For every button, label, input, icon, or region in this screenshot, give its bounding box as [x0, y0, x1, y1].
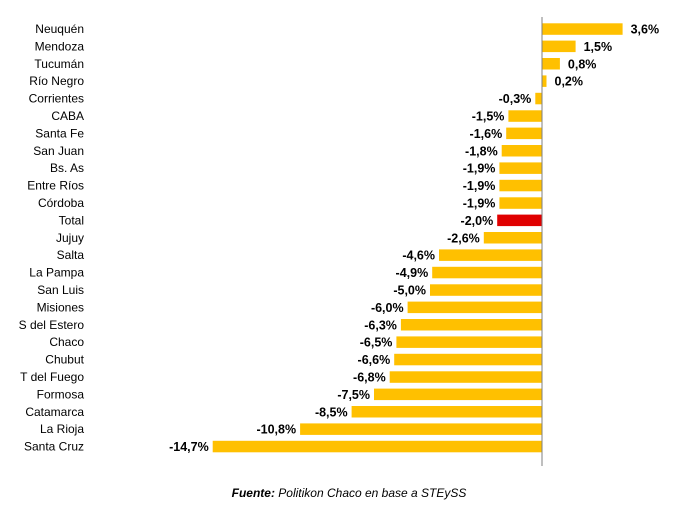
category-label-santa-cruz: Santa Cruz: [24, 440, 84, 454]
value-label-salta: -4,6%: [402, 249, 435, 263]
value-label-tucuman: 0,8%: [568, 57, 597, 71]
bar-la-pampa: [432, 266, 542, 279]
category-label-total: Total: [59, 213, 84, 227]
bar-formosa: [374, 388, 542, 401]
bar-catamarca: [351, 406, 542, 418]
value-label-cordoba: -1,9%: [463, 197, 496, 211]
bar-caba: [508, 110, 542, 122]
bar-total: [497, 214, 542, 227]
bar-salta: [439, 249, 542, 261]
category-label-catamarca: Catamarca: [25, 405, 84, 419]
category-label-s-del-estero: S del Estero: [19, 318, 85, 332]
bar-entre-rios: [499, 179, 542, 192]
bar-santa-cruz: [212, 440, 542, 453]
category-label-san-luis: San Luis: [37, 283, 84, 297]
value-label-corrientes: -0,3%: [499, 92, 532, 106]
bar-rio-negro: [542, 75, 547, 87]
bar-chaco: [396, 336, 542, 348]
value-label-rio-negro: 0,2%: [555, 75, 584, 89]
bar-bs-as: [499, 162, 542, 174]
value-label-caba: -1,5%: [472, 110, 505, 124]
bar-chubut: [394, 353, 542, 366]
bar-jujuy: [483, 232, 542, 244]
value-label-entre-rios: -1,9%: [463, 179, 496, 193]
category-label-tucuman: Tucumán: [34, 57, 84, 71]
category-label-mendoza: Mendoza: [35, 39, 85, 53]
source-note: Fuente: Politikon Chaco en base a STEySS: [0, 486, 698, 500]
value-label-chubut: -6,6%: [358, 353, 391, 367]
category-label-la-rioja: La Rioja: [40, 422, 84, 436]
value-label-la-rioja: -10,8%: [256, 423, 296, 437]
value-label-san-luis: -5,0%: [393, 284, 426, 298]
category-label-cordoba: Córdoba: [38, 196, 84, 210]
bar-mendoza: [542, 40, 576, 53]
category-label-entre-rios: Entre Ríos: [27, 179, 84, 193]
value-label-santa-fe: -1,6%: [470, 127, 503, 141]
bar-tucuman: [542, 58, 560, 70]
category-label-corrientes: Corrientes: [29, 92, 84, 106]
source-text: Politikon Chaco en base a STEySS: [274, 486, 467, 500]
bar-cordoba: [499, 197, 542, 209]
value-label-neuquen: 3,6%: [631, 23, 660, 37]
value-label-chaco: -6,5%: [360, 336, 393, 350]
bar-s-del-estero: [400, 319, 542, 331]
category-label-santa-fe: Santa Fe: [35, 126, 84, 140]
category-label-caba: CABA: [51, 109, 84, 123]
category-label-la-pampa: La Pampa: [29, 266, 84, 280]
value-label-total: -2,0%: [461, 214, 494, 228]
value-label-santa-cruz: -14,7%: [169, 440, 209, 454]
value-label-san-juan: -1,8%: [465, 144, 498, 158]
category-label-t-del-fuego: T del Fuego: [20, 370, 84, 384]
bar-neuquen: [542, 23, 623, 35]
bar-t-del-fuego: [389, 371, 542, 383]
bars-group: [212, 23, 623, 453]
value-label-misiones: -6,0%: [371, 301, 404, 315]
bar-san-juan: [501, 145, 542, 157]
category-labels-group: Neuquén Mendoza Tucumán Río Negro Corrientes…: [19, 22, 85, 454]
bar-santa-fe: [506, 127, 542, 140]
category-label-salta: Salta: [57, 248, 85, 262]
value-label-catamarca: -8,5%: [315, 405, 348, 419]
category-label-san-juan: San Juan: [33, 144, 84, 158]
bar-corrientes: [535, 92, 542, 105]
value-label-formosa: -7,5%: [337, 388, 370, 402]
value-label-t-del-fuego: -6,8%: [353, 371, 386, 385]
category-label-jujuy: Jujuy: [56, 231, 84, 245]
category-label-neuquen: Neuquén: [35, 22, 84, 36]
value-label-mendoza: 1,5%: [584, 40, 613, 54]
category-label-bs-as: Bs. As: [50, 161, 84, 175]
value-labels-group: 3,6% 1,5% 0,8% 0,2% -0,3% -1,5% -1,6% -1,8% -1,9…: [169, 23, 659, 455]
source-label: Fuente:: [231, 486, 275, 500]
category-label-formosa: Formosa: [37, 387, 85, 401]
value-label-bs-as: -1,9%: [463, 162, 496, 176]
bar-chart: Neuquén Mendoza Tucumán Río Negro Corrientes…: [19, 17, 659, 466]
bar-san-luis: [430, 284, 542, 296]
category-label-misiones: Misiones: [37, 300, 84, 314]
value-label-s-del-estero: -6,3%: [364, 318, 397, 332]
value-label-la-pampa: -4,9%: [396, 266, 429, 280]
bar-misiones: [407, 301, 542, 314]
bar-la-rioja: [300, 423, 542, 435]
value-label-jujuy: -2,6%: [447, 231, 480, 245]
category-label-chaco: Chaco: [49, 335, 84, 349]
category-label-rio-negro: Río Negro: [29, 74, 84, 88]
category-label-chubut: Chubut: [45, 353, 84, 367]
